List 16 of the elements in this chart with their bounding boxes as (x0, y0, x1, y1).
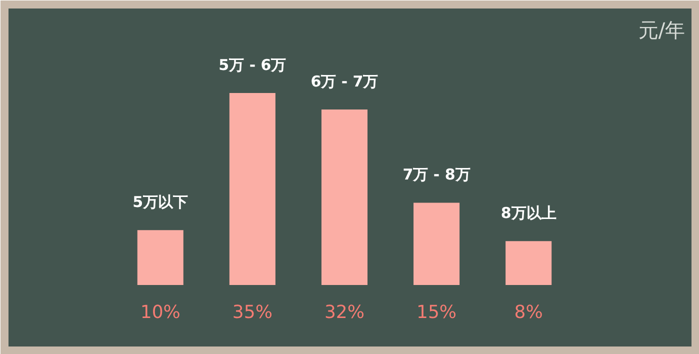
bar (137, 230, 184, 286)
bar (506, 241, 552, 286)
data-label: 15% (416, 302, 457, 324)
x-tick-label: 6万 - 7万 (310, 72, 378, 90)
x-tick-label: 7万 - 8万 (402, 166, 470, 184)
data-label: 32% (324, 302, 364, 324)
x-tick-label: 5万 - 6万 (218, 56, 286, 74)
bar (229, 93, 276, 286)
data-label: 10% (140, 302, 180, 324)
data-label: 8% (514, 302, 543, 324)
text: 元/年 (638, 18, 686, 42)
bar (414, 202, 460, 286)
bar (321, 109, 368, 286)
x-tick-label: 5万以下 (132, 192, 188, 211)
x-tick-label: 8万以上 (500, 204, 556, 222)
data-label: 35% (232, 302, 272, 324)
